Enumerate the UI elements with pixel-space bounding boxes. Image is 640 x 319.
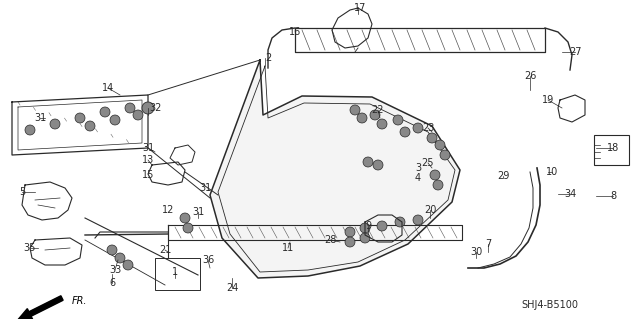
Text: 33: 33: [109, 265, 121, 275]
Text: 6: 6: [109, 278, 115, 288]
Circle shape: [183, 223, 193, 233]
Text: 35: 35: [24, 243, 36, 253]
FancyArrow shape: [17, 296, 63, 319]
Text: 31: 31: [34, 113, 46, 123]
Circle shape: [25, 125, 35, 135]
Text: 5: 5: [19, 187, 25, 197]
Text: SHJ4-B5100: SHJ4-B5100: [522, 300, 579, 310]
Text: 4: 4: [415, 173, 421, 183]
Text: 25: 25: [422, 158, 435, 168]
Circle shape: [360, 233, 370, 243]
Circle shape: [413, 215, 423, 225]
Text: 12: 12: [162, 205, 174, 215]
Circle shape: [110, 115, 120, 125]
Circle shape: [115, 253, 125, 263]
Text: 8: 8: [610, 191, 616, 201]
Text: 16: 16: [289, 27, 301, 37]
Circle shape: [393, 115, 403, 125]
Text: 14: 14: [102, 83, 114, 93]
Circle shape: [50, 119, 60, 129]
Text: 30: 30: [470, 247, 482, 257]
Circle shape: [345, 227, 355, 237]
Text: 31: 31: [199, 183, 211, 193]
Text: 2: 2: [265, 53, 271, 63]
Bar: [594, 135, 629, 165]
Text: 1: 1: [172, 267, 178, 277]
Circle shape: [360, 223, 370, 233]
Circle shape: [377, 119, 387, 129]
Text: 20: 20: [424, 205, 436, 215]
Circle shape: [123, 260, 133, 270]
Text: 27: 27: [569, 47, 581, 57]
Circle shape: [395, 217, 405, 227]
Circle shape: [125, 103, 135, 113]
Text: 26: 26: [524, 71, 536, 81]
Polygon shape: [210, 60, 460, 278]
Text: 23: 23: [422, 123, 434, 133]
Circle shape: [373, 160, 383, 170]
Text: 13: 13: [142, 155, 154, 165]
Circle shape: [377, 221, 387, 231]
Text: FR.: FR.: [72, 296, 88, 306]
Circle shape: [435, 140, 445, 150]
Text: 11: 11: [282, 243, 294, 253]
Text: 18: 18: [607, 143, 619, 153]
Circle shape: [180, 213, 190, 223]
Circle shape: [100, 107, 110, 117]
Circle shape: [430, 170, 440, 180]
Bar: [155, 258, 200, 290]
Circle shape: [350, 105, 360, 115]
Circle shape: [107, 245, 117, 255]
Circle shape: [400, 127, 410, 137]
Text: 3: 3: [415, 163, 421, 173]
Circle shape: [440, 150, 450, 160]
Text: 28: 28: [324, 235, 336, 245]
Text: 31: 31: [142, 143, 154, 153]
Text: 32: 32: [149, 103, 161, 113]
Circle shape: [413, 123, 423, 133]
Circle shape: [370, 110, 380, 120]
Circle shape: [345, 237, 355, 247]
Circle shape: [75, 113, 85, 123]
Text: 31: 31: [192, 207, 204, 217]
Text: 9: 9: [365, 221, 371, 231]
Circle shape: [133, 110, 143, 120]
Text: 34: 34: [564, 189, 576, 199]
Circle shape: [142, 102, 154, 114]
Text: 10: 10: [546, 167, 558, 177]
Text: 24: 24: [226, 283, 238, 293]
Text: 21: 21: [159, 245, 171, 255]
Circle shape: [357, 113, 367, 123]
Circle shape: [363, 157, 373, 167]
Circle shape: [433, 180, 443, 190]
Circle shape: [85, 121, 95, 131]
Circle shape: [427, 133, 437, 143]
Text: 22: 22: [372, 105, 384, 115]
Text: 29: 29: [497, 171, 509, 181]
Text: 36: 36: [202, 255, 214, 265]
Text: 7: 7: [485, 239, 491, 249]
Text: 17: 17: [354, 3, 366, 13]
Text: 19: 19: [542, 95, 554, 105]
Text: 15: 15: [142, 170, 154, 180]
